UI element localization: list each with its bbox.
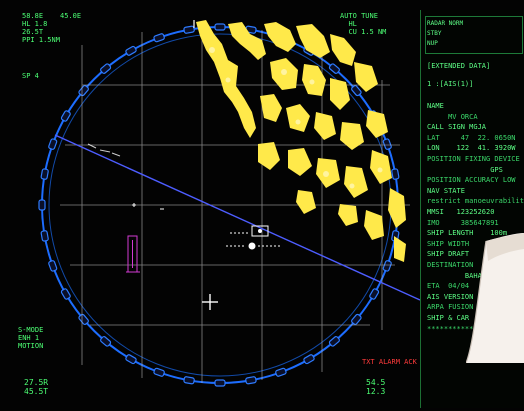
radar-echoes (196, 20, 406, 262)
bearing-tick (78, 313, 89, 325)
ais-data-row: AIS VERSION (427, 292, 474, 301)
bearing-tick (183, 376, 195, 385)
status-box (425, 16, 523, 54)
ais-data-row: BAHA (427, 271, 482, 280)
bearing-tick (40, 168, 49, 180)
mode-readout: S-MODE ENH 1 MOTION (18, 326, 44, 350)
status-line-2: STBY (427, 30, 442, 37)
ais-data-row: LON 122 41. 3920W (427, 144, 516, 153)
ais-data-row: ************ (427, 324, 478, 333)
bearing-tick (48, 138, 58, 150)
bearing-tick (60, 288, 71, 300)
cursor-readout: 27.5R 45.5T (24, 378, 49, 396)
bearing-tick (38, 199, 46, 211)
bearing-tick (183, 25, 195, 34)
status-line-3: NUP (427, 40, 438, 47)
bearing-tick (100, 63, 112, 74)
ais-data-row: NAV STATE (427, 186, 465, 195)
bearing-tick (40, 230, 49, 242)
ais-data-row: LAT 47 22. 0650N (427, 133, 516, 142)
bearing-tick (48, 260, 58, 272)
small-target-marks (132, 203, 164, 210)
bearing-tick (328, 336, 340, 347)
bearing-tick (60, 110, 71, 122)
ais-index[interactable]: 1 :[AIS(1)] (427, 80, 474, 88)
ais-data-row: GPS (427, 165, 503, 174)
status-line-1: RADAR NORM (427, 20, 464, 27)
own-ship-cross (202, 294, 218, 310)
bearing-tick (214, 23, 226, 31)
ais-data-row: SHIP & CAR (427, 314, 470, 322)
ais-data-row: SHIP DRAFT (427, 250, 470, 259)
ais-data-row: CALL SIGN MGJA (427, 123, 487, 132)
ais-data-row: IMO 385647891 (427, 218, 499, 227)
course-line (54, 134, 421, 301)
target-cursor[interactable] (126, 235, 140, 273)
ais-data-row: restrict manoeuvrability (427, 197, 524, 206)
ais-data-row: POSITION FIXING DEVICE (427, 155, 520, 163)
bearing-tick (125, 354, 137, 365)
bearing-tick (214, 379, 226, 387)
bearing-tick (100, 336, 112, 347)
bearing-tick (391, 168, 400, 180)
ais-data-row: ARPA FUSION (427, 303, 474, 312)
ais-data-row: SHIP WIDTH (427, 239, 470, 248)
speed-readout: SP 4 (22, 72, 39, 80)
bearing-tick (303, 354, 315, 365)
panel-title: [EXTENDED DATA] (427, 62, 491, 70)
bearing-tick (351, 313, 362, 325)
ais-data-row: ETA 04/04 (427, 282, 470, 291)
ais-data-row: MMSI 123252620 (427, 208, 495, 216)
bearing-tick (153, 367, 165, 377)
range-readout: 58.8E HL 1.8 26.5T PPI 1.5NM (22, 12, 60, 44)
vrm-readout: 54.5 12.3 (366, 378, 386, 396)
page-curl (466, 233, 524, 363)
ais-data-row: NAME (427, 102, 444, 110)
ais-data-row: MV ORCA (427, 112, 478, 121)
heading-readout: 45.0E (60, 12, 82, 20)
bearing-tick (78, 85, 89, 97)
bearing-tick (245, 376, 257, 385)
bearing-tick (153, 33, 165, 43)
ais-target[interactable] (226, 225, 282, 250)
bearing-tick (125, 45, 137, 56)
bearing-tick (275, 367, 287, 377)
bearing-tick (328, 63, 340, 74)
bearing-tick (351, 85, 362, 97)
tune-readout: AUTO TUNE HL CU 1.5 NM (340, 12, 387, 36)
ais-data-row: SHIP LENGTH 100m (427, 229, 508, 238)
ais-data-row: DESTINATION (427, 261, 474, 269)
bearing-tick (369, 288, 380, 300)
alarm-indicator[interactable]: TXT ALARM ACK (362, 358, 417, 366)
ais-data-row: POSITION ACCURACY LOW (427, 176, 516, 185)
